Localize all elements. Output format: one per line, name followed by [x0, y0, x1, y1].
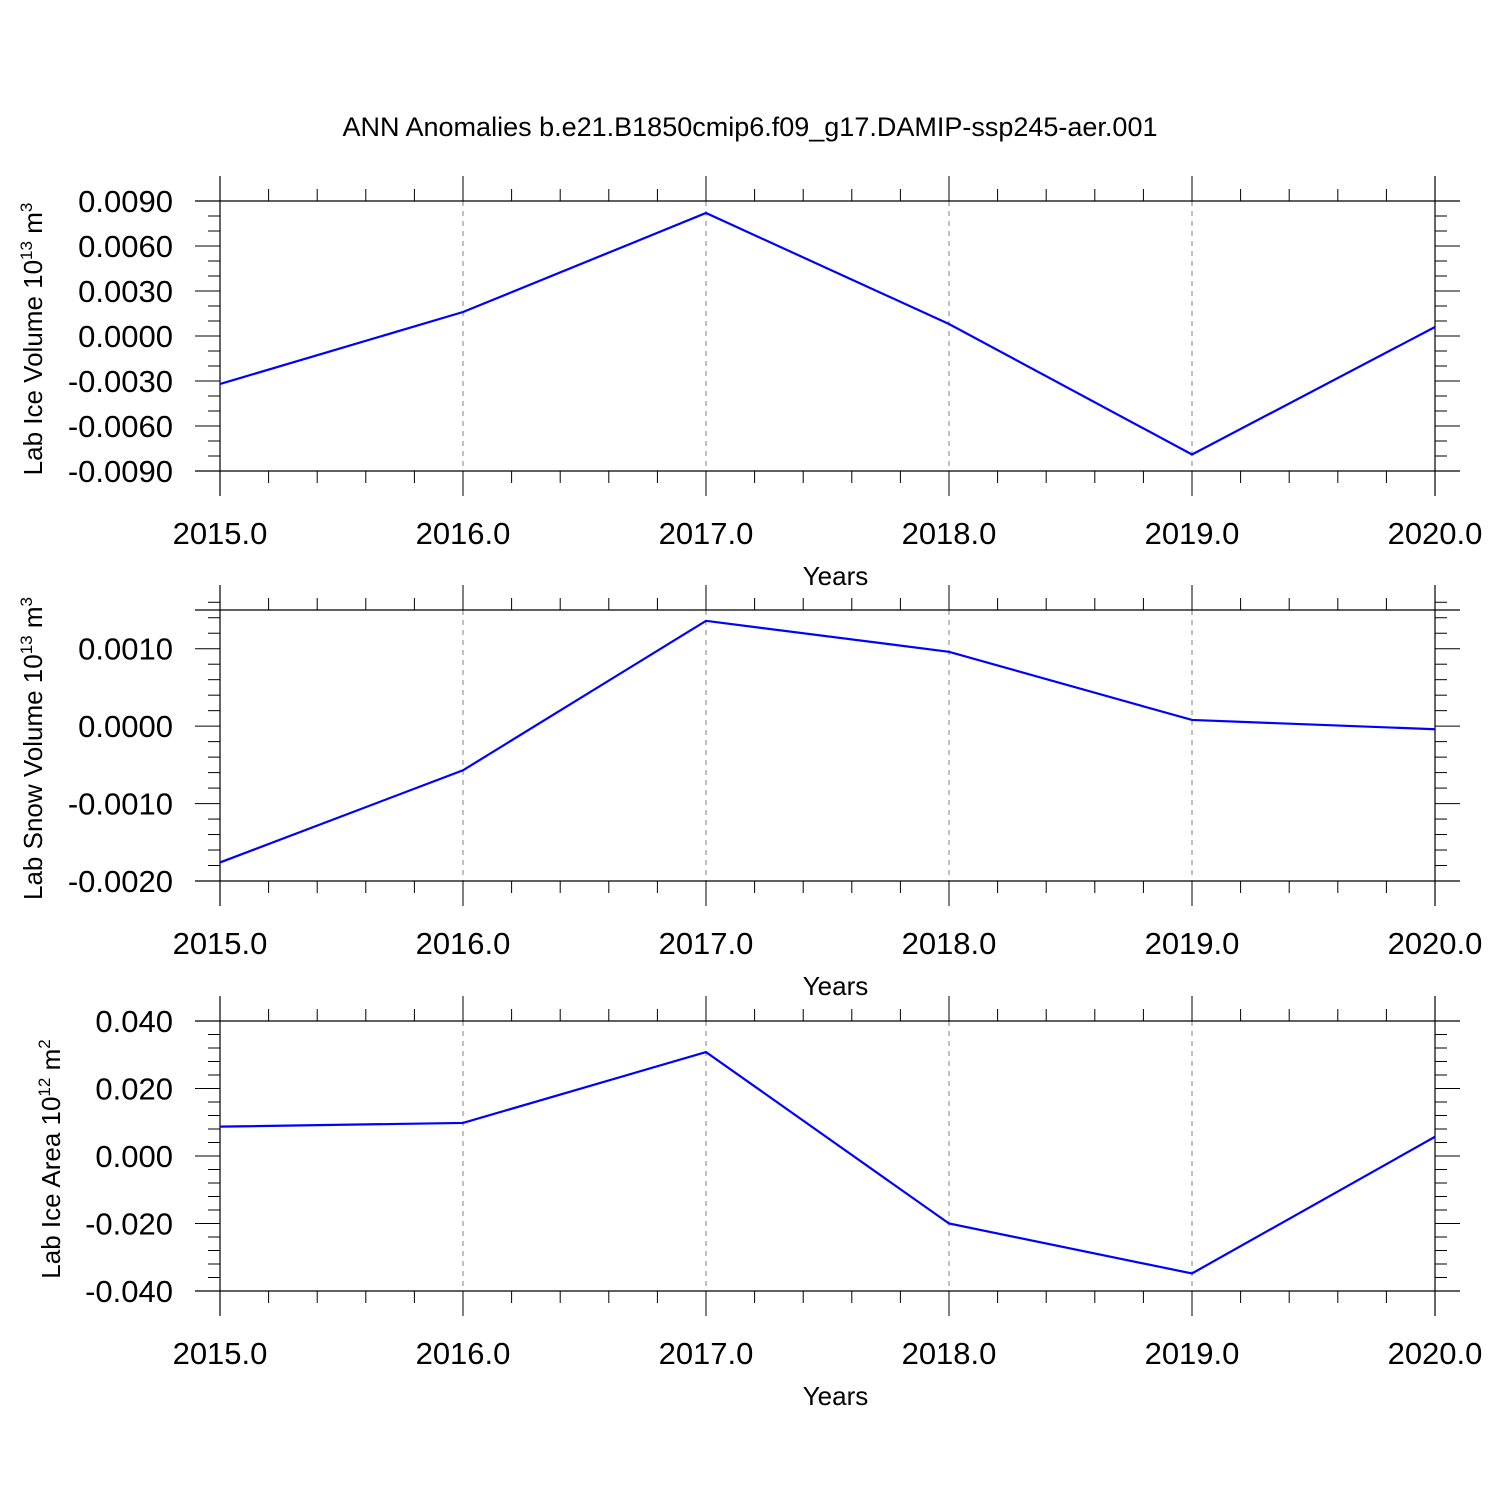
y-tick-label: 0.020: [95, 1072, 173, 1107]
y-axis-label: Lab Ice Area 1012 m2: [35, 1039, 66, 1278]
y-axis-label-unit-exponent: 3: [17, 597, 36, 606]
x-tick-label: 2017.0: [659, 1336, 754, 1371]
y-axis-label-text: Lab Ice Volume 10: [18, 260, 48, 475]
y-axis-label-exponent: 13: [17, 241, 36, 260]
x-tick-label: 2020.0: [1388, 516, 1483, 551]
y-tick-label: -0.0090: [68, 454, 173, 489]
y-tick-label: -0.0010: [68, 787, 173, 822]
y-tick-label: 0.0030: [78, 274, 173, 309]
y-tick-label: 0.040: [95, 1004, 173, 1039]
x-tick-label: 2018.0: [902, 926, 997, 961]
y-axis-label-exponent: 12: [35, 1078, 54, 1097]
y-tick-label: -0.040: [85, 1274, 173, 1309]
x-tick-label: 2018.0: [902, 1336, 997, 1371]
x-tick-label: 2016.0: [416, 516, 511, 551]
x-tick-label: 2019.0: [1145, 1336, 1240, 1371]
x-tick-label: 2018.0: [902, 516, 997, 551]
y-tick-label: -0.0030: [68, 364, 173, 399]
x-tick-label: 2019.0: [1145, 516, 1240, 551]
y-axis-label-text: Lab Snow Volume 10: [18, 654, 48, 900]
y-axis-label-text: Lab Ice Area 10: [36, 1097, 66, 1279]
y-tick-label: -0.0060: [68, 409, 173, 444]
panel-1: 2015.0 2016.0 2017.0 2018.0 2019.0 2020.0 -0.0…: [17, 176, 1482, 591]
series-line: [219, 619, 1436, 864]
x-tick-label: 2015.0: [173, 516, 268, 551]
y-axis-label: Lab Ice Volume 1013 m3: [17, 203, 48, 476]
x-tick-label: 2016.0: [416, 926, 511, 961]
x-tick-label: 2020.0: [1388, 1336, 1483, 1371]
series-line: [219, 211, 1436, 456]
x-tick-label: 2016.0: [416, 1336, 511, 1371]
chart-title: ANN Anomalies b.e21.B1850cmip6.f09_g17.D…: [342, 112, 1158, 142]
y-tick-label: 0.0060: [78, 229, 173, 264]
x-tick-label: 2015.0: [173, 1336, 268, 1371]
y-tick-label: 0.0010: [78, 632, 173, 667]
y-tick-label: -0.0020: [68, 864, 173, 899]
y-tick-label: 0.0090: [78, 184, 173, 219]
y-tick-label: 0.0000: [78, 709, 173, 744]
x-tick-label: 2015.0: [173, 926, 268, 961]
y-axis-label-unit: m: [18, 606, 48, 635]
y-axis-label-exponent: 13: [17, 635, 36, 654]
x-tick-label: 2017.0: [659, 516, 754, 551]
series-line: [219, 1050, 1436, 1275]
y-axis-label: Lab Snow Volume 1013 m3: [17, 597, 48, 900]
x-axis-label: Years: [803, 971, 869, 1001]
panel-2: 2015.0 2016.0 2017.0 2018.0 2019.0 2020.0 -0.0…: [17, 585, 1482, 1001]
y-tick-label: 0.000: [95, 1139, 173, 1174]
x-axis-label: Years: [803, 561, 869, 591]
x-axis-label: Years: [803, 1381, 869, 1411]
x-tick-label: 2017.0: [659, 926, 754, 961]
x-tick-label: 2020.0: [1388, 926, 1483, 961]
y-axis-label-unit-exponent: 2: [35, 1039, 54, 1048]
y-tick-label: -0.020: [85, 1207, 173, 1242]
x-tick-label: 2019.0: [1145, 926, 1240, 961]
y-axis-label-unit-exponent: 3: [17, 203, 36, 212]
y-axis-label-unit: m: [36, 1049, 66, 1078]
y-axis-label-unit: m: [18, 212, 48, 241]
panel-3: 2015.0 2016.0 2017.0 2018.0 2019.0 2020.0 -0.0…: [35, 996, 1482, 1411]
y-tick-label: 0.0000: [78, 319, 173, 354]
